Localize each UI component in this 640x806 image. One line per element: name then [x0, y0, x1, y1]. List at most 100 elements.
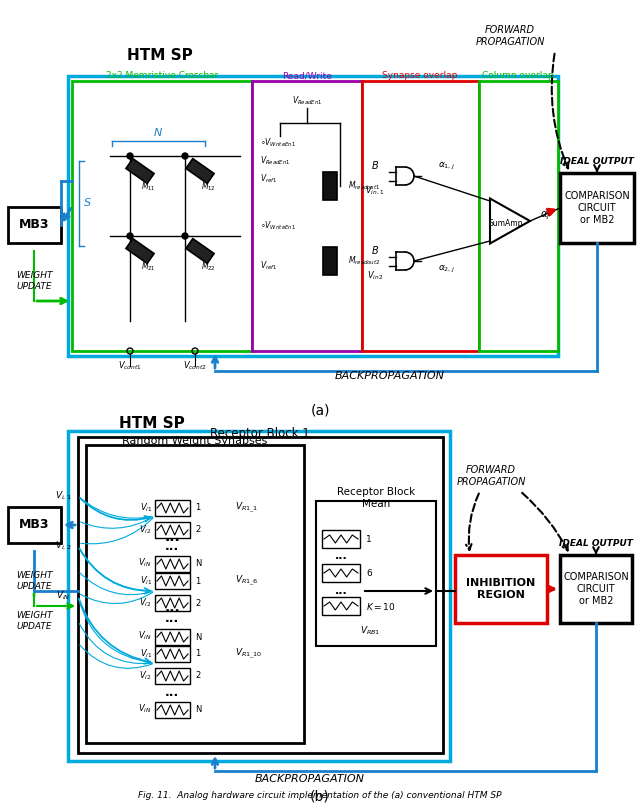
Text: $V_{i2}$: $V_{i2}$	[140, 596, 152, 609]
Bar	[68, 76, 558, 356]
Bar	[68, 431, 450, 761]
Text: $V_{ref1}$: $V_{ref1}$	[260, 172, 278, 185]
Text: N: N	[154, 128, 162, 138]
Text: 1: 1	[195, 650, 200, 659]
Text: $V_{R1\_10}$: $V_{R1\_10}$	[235, 646, 262, 661]
Bar	[560, 555, 632, 623]
Bar	[155, 500, 190, 516]
Text: WEIGHT
UPDATE: WEIGHT UPDATE	[16, 272, 52, 291]
Text: $V_{R1\_1}$: $V_{R1\_1}$	[235, 501, 258, 515]
Text: $M_{12}$: $M_{12}$	[200, 181, 216, 193]
Text: B: B	[372, 246, 378, 256]
Text: ...: ...	[164, 530, 180, 544]
Text: $V_{iN}$: $V_{iN}$	[138, 629, 152, 642]
Text: $V_{R1\_6}$: $V_{R1\_6}$	[235, 574, 259, 588]
Text: IDEAL OUTPUT: IDEAL OUTPUT	[559, 538, 633, 547]
Text: $M_{readout1}$: $M_{readout1}$	[348, 180, 380, 193]
Bar	[316, 501, 436, 646]
Text: $V_{cont2}$: $V_{cont2}$	[183, 359, 207, 372]
Text: $V_{i2}$: $V_{i2}$	[140, 670, 152, 682]
Bar	[155, 702, 190, 718]
Text: N: N	[195, 633, 202, 642]
Bar	[78, 437, 443, 753]
Text: $M_{11}$: $M_{11}$	[141, 181, 156, 193]
Bar	[186, 239, 214, 264]
Text: $V_{i1}$: $V_{i1}$	[140, 648, 152, 660]
Bar	[126, 239, 154, 264]
Bar	[155, 522, 190, 538]
Text: ...: ...	[335, 586, 348, 596]
Bar	[8, 507, 61, 543]
Text: HTM SP: HTM SP	[119, 416, 185, 430]
Text: $V_{iN}$: $V_{iN}$	[138, 557, 152, 569]
Text: ...: ...	[165, 685, 179, 699]
Text: $V_{cont1}$: $V_{cont1}$	[118, 359, 142, 372]
Text: COMPARISON
CIRCUIT
or MB2: COMPARISON CIRCUIT or MB2	[563, 572, 629, 605]
Text: $V_{iN}$: $V_{iN}$	[138, 703, 152, 715]
Text: $M_{22}$: $M_{22}$	[200, 261, 216, 273]
Text: 2: 2	[195, 526, 200, 534]
Bar	[155, 573, 190, 589]
Text: $V_{i1}$: $V_{i1}$	[140, 502, 152, 514]
Bar	[455, 555, 547, 623]
Text: $V_{i2}$: $V_{i2}$	[140, 524, 152, 536]
Text: Receptor Block
Mean: Receptor Block Mean	[337, 487, 415, 509]
Text: B: B	[372, 161, 378, 171]
Text: Fig. 11.  Analog hardware circuit implementation of the (a) conventional HTM SP: Fig. 11. Analog hardware circuit impleme…	[138, 791, 502, 800]
Bar	[126, 159, 154, 184]
Text: COMPARISON
CIRCUIT
or MB2: COMPARISON CIRCUIT or MB2	[564, 191, 630, 225]
Circle shape	[127, 233, 133, 239]
Text: SumAmp: SumAmp	[489, 218, 524, 227]
Bar	[155, 595, 190, 611]
Text: (b): (b)	[310, 789, 330, 803]
Bar	[323, 247, 337, 275]
Text: Synapse overlap: Synapse overlap	[382, 72, 458, 81]
Bar	[252, 81, 362, 351]
Text: $V_{ref1}$: $V_{ref1}$	[260, 260, 278, 272]
Bar	[322, 597, 360, 615]
Bar	[479, 81, 558, 351]
Text: $M_{readout2}$: $M_{readout2}$	[348, 255, 380, 268]
Circle shape	[182, 233, 188, 239]
Text: BACKPROPAGATION: BACKPROPAGATION	[335, 371, 445, 381]
Text: ...: ...	[335, 551, 348, 561]
Bar	[8, 207, 61, 243]
Text: S: S	[83, 198, 91, 208]
Text: $\alpha_{1,j}$: $\alpha_{1,j}$	[438, 160, 455, 172]
Text: $V_{i,1}$: $V_{i,1}$	[54, 490, 71, 502]
Bar	[362, 81, 479, 351]
Circle shape	[182, 153, 188, 159]
Text: 1: 1	[195, 504, 200, 513]
Text: HTM SP: HTM SP	[127, 48, 193, 64]
Text: 1: 1	[195, 576, 200, 585]
Text: MB3: MB3	[19, 218, 49, 231]
Bar	[186, 159, 214, 184]
Text: MB3: MB3	[19, 518, 49, 531]
Text: $\alpha_{2,j}$: $\alpha_{2,j}$	[438, 264, 455, 275]
Text: 2: 2	[195, 671, 200, 680]
Bar	[560, 173, 634, 243]
Text: FORWARD
PROPAGATION: FORWARD PROPAGATION	[456, 465, 525, 487]
Bar	[322, 564, 360, 582]
Text: ...: ...	[164, 601, 180, 615]
Bar	[155, 646, 190, 662]
Bar	[155, 556, 190, 572]
Text: $V_{i,2}$: $V_{i,2}$	[55, 540, 71, 552]
Text: Column overlap: Column overlap	[482, 72, 554, 81]
Text: $\alpha_j$: $\alpha_j$	[540, 210, 550, 222]
Text: $V_{i1}$: $V_{i1}$	[140, 575, 152, 588]
Text: BACKPROPAGATION: BACKPROPAGATION	[255, 774, 365, 784]
Text: $K=10$: $K=10$	[366, 600, 396, 612]
Text: (a): (a)	[310, 404, 330, 418]
Text: INHIBITION
REGION: INHIBITION REGION	[467, 578, 536, 600]
Text: IDEAL OUTPUT: IDEAL OUTPUT	[560, 156, 634, 165]
Text: ...: ...	[165, 539, 179, 552]
Text: 2x2 Memristive Crossbar: 2x2 Memristive Crossbar	[106, 72, 218, 81]
Text: $V_{iN}$: $V_{iN}$	[56, 590, 70, 602]
Text: $V_{ReadEn1}$: $V_{ReadEn1}$	[292, 95, 323, 107]
Text: $V_{RB1}$: $V_{RB1}$	[360, 625, 380, 638]
Text: 2: 2	[195, 599, 200, 608]
Text: Read/Write: Read/Write	[282, 72, 332, 81]
Text: $V_{ReadEn1}$: $V_{ReadEn1}$	[260, 155, 291, 168]
Text: $V_{in,1}$: $V_{in,1}$	[365, 185, 385, 197]
